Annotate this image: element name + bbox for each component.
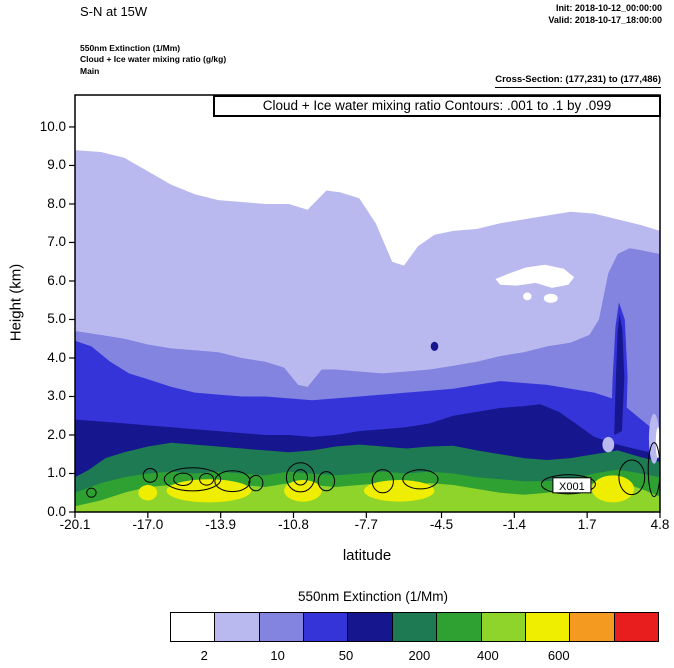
white-patch	[495, 264, 575, 288]
colorbar-tick-label: 600	[547, 648, 570, 663]
init-timestamp: Init: 2018-10-12_00:00:00	[555, 3, 662, 13]
colorbar-tick-labels: 2 10 50 200 400 600	[170, 648, 659, 664]
mixing-ratio-contour	[293, 469, 308, 486]
colorbar-tick-label: 400	[476, 648, 499, 663]
mixing-ratio-contour	[371, 469, 394, 494]
white-patch	[543, 293, 558, 303]
colorbar-cell-green	[436, 612, 482, 642]
mixing-ratio-contour	[214, 470, 251, 493]
y-tick-label: 7.0	[47, 234, 66, 250]
page-title: S-N at 15W	[80, 4, 148, 19]
y-tick-labels: 0.0 1.0 2.0 3.0 4.0 5.0 6.0 7.0 8.0 9.0 10.0	[39, 118, 66, 519]
colorbar-cell-orange	[569, 612, 615, 642]
mixing-ratio-contour	[86, 487, 97, 498]
y-tick-label: 0.0	[47, 504, 66, 519]
x-tick-label: 4.8	[650, 517, 670, 532]
mixing-ratio-contour	[248, 474, 264, 492]
colorbar-tick-label: 10	[270, 648, 285, 663]
valid-timestamp: Valid: 2018-10-17_18:00:00	[548, 14, 662, 25]
legend-block: 550nm Extinction (1/Mm) Cloud + Ice wate…	[80, 43, 226, 77]
overlay-navy	[430, 341, 439, 351]
y-tick-label: 2.0	[47, 426, 66, 442]
overlay-yellow	[591, 475, 635, 503]
y-tick-label: 4.0	[47, 349, 66, 365]
y-tick-label: 5.0	[47, 311, 66, 327]
x-tick-label: 1.7	[577, 517, 597, 532]
colorbar-tick-label: 2	[200, 648, 208, 663]
colorbar-tick-label: 200	[408, 648, 431, 663]
mixing-ratio-contour	[173, 472, 194, 486]
x-tick-label: -10.8	[278, 517, 309, 532]
colorbar	[170, 612, 659, 642]
overlay-yellow	[138, 485, 158, 501]
x-tick-label: -13.9	[205, 517, 237, 532]
overlay-yellow	[364, 480, 435, 502]
legend-line-mixing-ratio: Cloud + Ice water mixing ratio (g/kg)	[80, 54, 227, 65]
colorbar-cell-white	[170, 612, 216, 642]
overlay-white	[655, 427, 660, 459]
legend-line-extinction: 550nm Extinction (1/Mm)	[80, 43, 181, 53]
mixing-ratio-contour	[317, 471, 336, 492]
cross-section-label: Cross-Section: (177,231) to (177,486)	[495, 74, 661, 88]
white-patch	[523, 292, 532, 301]
y-tick-label: 1.0	[47, 465, 66, 481]
mixing-ratio-contour	[618, 459, 646, 496]
cross-section-plot: X001	[69, 94, 661, 518]
y-tick-label: 6.0	[47, 272, 66, 288]
mixing-ratio-contour	[285, 462, 316, 493]
y-tick-label: 3.0	[47, 388, 66, 404]
x-tick-label: -4.5	[429, 517, 454, 532]
y-tick-label: 8.0	[47, 195, 66, 211]
mixing-ratio-contour	[163, 467, 222, 492]
colorbar-tick-label: 50	[338, 648, 354, 663]
y-tick-label: 9.0	[47, 157, 66, 173]
colorbar-cell-navy	[347, 612, 393, 642]
colorbar-title: 550nm Extinction (1/Mm)	[297, 589, 449, 604]
contour-field: X001	[75, 95, 660, 512]
overlay-lavender	[602, 436, 615, 453]
init-valid-timestamps: Init: 2018-10-12_00:00:00 Valid: 2018-10…	[548, 3, 662, 26]
x-axis-title: latitude	[342, 547, 392, 564]
contour-info-banner: Cloud + Ice water mixing ratio Contours:…	[213, 95, 661, 117]
x-tick-label: -20.1	[59, 517, 91, 532]
x-tick-label: -1.4	[502, 517, 526, 532]
x-tick-label: -7.7	[354, 517, 378, 532]
colorbar-cell-yellow	[524, 612, 571, 642]
legend-line-domain: Main	[80, 65, 100, 76]
mixing-ratio-contour	[402, 469, 439, 490]
colorbar-cell-lavender	[214, 612, 260, 642]
overlay-navy	[614, 313, 625, 435]
mixing-ratio-contour	[142, 468, 158, 483]
colorbar-cell-purple	[258, 612, 305, 642]
y-tick-label: 10.0	[39, 118, 66, 134]
contour-label-box	[552, 477, 592, 494]
colorbar-cell-lightgreen	[480, 612, 526, 642]
x-tick-labels: -20.1 -17.0 -13.9 -10.8 -7.7 -4.5 -1.4 1.7 4.8	[59, 517, 670, 532]
colorbar-cell-blue	[303, 612, 349, 642]
colorbar-cell-teal	[391, 612, 438, 642]
mixing-ratio-contour	[199, 473, 215, 486]
contour-label-text: X001	[559, 481, 585, 493]
x-tick-label: -17.0	[132, 517, 164, 532]
mixing-ratio-contour	[540, 474, 596, 495]
colorbar-cell-red	[613, 612, 659, 642]
